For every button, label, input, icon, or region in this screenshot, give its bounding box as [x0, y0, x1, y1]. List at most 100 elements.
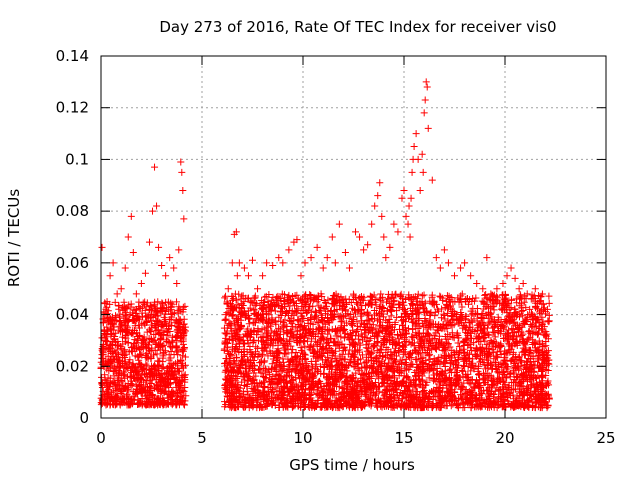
data-point: [107, 316, 115, 324]
data-point: [171, 397, 179, 405]
data-point: [482, 291, 490, 299]
data-point: [102, 356, 110, 364]
data-point: [138, 320, 146, 328]
data-point: [119, 371, 127, 379]
data-point: [180, 372, 188, 380]
data-point: [167, 359, 175, 367]
data-point: [161, 310, 169, 318]
data-point: [139, 313, 147, 321]
data-point: [162, 298, 170, 306]
data-point: [123, 328, 131, 336]
data-point: [167, 393, 175, 401]
data-point: [159, 397, 167, 405]
data-point: [99, 397, 107, 405]
data-point: [110, 323, 118, 331]
data-point: [150, 364, 158, 372]
data-point: [161, 378, 169, 386]
data-point: [140, 337, 148, 345]
data-point: [104, 337, 112, 345]
data-point: [129, 306, 137, 314]
data-point: [151, 305, 159, 313]
data-point: [117, 344, 125, 352]
data-point: [110, 347, 118, 355]
data-point: [140, 333, 148, 341]
data-point: [104, 327, 112, 335]
data-point: [153, 395, 161, 403]
data-point: [98, 346, 106, 354]
data-point: [134, 386, 142, 394]
data-point: [182, 392, 190, 400]
data-point: [153, 317, 161, 325]
data-point: [172, 332, 180, 340]
data-point: [175, 323, 183, 331]
data-point: [177, 362, 185, 370]
data-point: [136, 360, 144, 368]
data-point: [160, 389, 168, 397]
data-point: [161, 317, 169, 325]
data-point: [147, 354, 155, 362]
data-point: [167, 343, 175, 351]
data-point: [143, 318, 151, 326]
data-point: [126, 356, 134, 364]
data-point: [116, 322, 124, 330]
data-point: [113, 346, 121, 354]
data-point: [119, 306, 127, 314]
data-point: [131, 352, 139, 360]
data-point: [149, 313, 157, 321]
data-point: [125, 386, 133, 394]
data-point: [176, 381, 184, 389]
data-point: [159, 321, 167, 329]
data-point: [124, 338, 132, 346]
data-point: [177, 356, 185, 364]
data-point: [181, 384, 189, 392]
chart-title: Day 273 of 2016, Rate Of TEC Index for r…: [159, 18, 556, 36]
data-point: [161, 369, 169, 377]
data-point: [180, 387, 188, 395]
data-point: [119, 340, 127, 348]
data-point: [132, 344, 140, 352]
data-point: [142, 387, 150, 395]
data-point: [160, 348, 168, 356]
data-point: [145, 388, 153, 396]
data-point: [180, 320, 188, 328]
data-point: [158, 343, 166, 351]
data-point: [170, 350, 178, 358]
data-point: [134, 396, 142, 404]
data-point: [148, 344, 156, 352]
data-point: [162, 319, 170, 327]
data-point: [110, 372, 118, 380]
data-point: [104, 310, 112, 318]
data-point: [148, 376, 156, 384]
data-point: [151, 384, 159, 392]
data-point: [168, 363, 176, 371]
data-point: [114, 341, 122, 349]
data-point: [139, 342, 147, 350]
data-point: [130, 375, 138, 383]
data-point: [135, 321, 143, 329]
data-point: [125, 315, 133, 323]
data-point: [169, 371, 177, 379]
data-point: [103, 389, 111, 397]
data-point: [455, 343, 463, 351]
data-point: [179, 308, 187, 316]
data-point: [178, 398, 186, 406]
data-point: [148, 321, 156, 329]
data-point: [118, 396, 126, 404]
data-point: [108, 330, 116, 338]
data-point: [130, 339, 138, 347]
data-point: [159, 352, 167, 360]
data-point: [111, 355, 119, 363]
data-point: [156, 329, 164, 337]
data-point: [127, 380, 135, 388]
data-point: [170, 369, 178, 377]
data-point: [173, 298, 181, 306]
data-point: [175, 380, 183, 388]
data-point: [140, 301, 148, 309]
data-point: [121, 358, 129, 366]
data-point: [115, 382, 123, 390]
data-point: [174, 346, 182, 354]
data-point: [106, 395, 114, 403]
data-point: [124, 324, 132, 332]
data-point: [158, 322, 166, 330]
data-point: [163, 364, 171, 372]
